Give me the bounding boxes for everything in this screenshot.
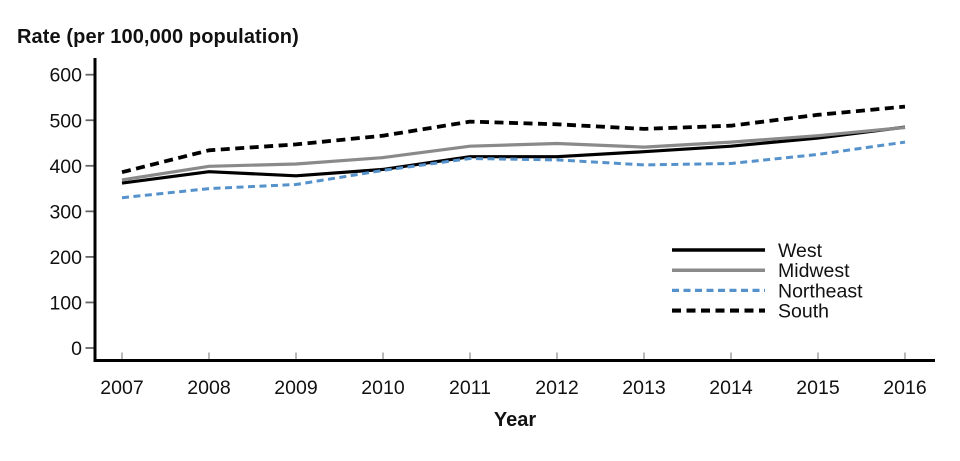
y-tick-label: 100 <box>49 292 82 314</box>
legend-label-south: South <box>778 301 829 323</box>
x-tick-label: 2009 <box>274 377 317 399</box>
y-tick-label: 0 <box>71 338 82 360</box>
series-line-midwest <box>121 125 906 182</box>
x-tick-label: 2007 <box>100 377 143 399</box>
x-tick-label: 2015 <box>796 377 840 399</box>
chart-title: Rate (per 100,000 population) <box>17 26 299 48</box>
x-tick-label: 2011 <box>449 377 491 399</box>
x-tick-label: 2010 <box>361 377 405 399</box>
x-tick-label: 2016 <box>883 377 926 399</box>
x-axis-label: Year <box>493 409 537 431</box>
x-tick-label: 2013 <box>622 377 665 399</box>
y-tick-label: 600 <box>49 65 82 87</box>
x-tick-label: 2012 <box>535 377 578 399</box>
series-line-south <box>121 104 906 175</box>
y-tick-label: 200 <box>49 247 82 269</box>
legend-label-midwest: Midwest <box>778 260 850 282</box>
legend-label-west: West <box>778 240 823 262</box>
x-tick-label: 2014 <box>709 377 753 399</box>
legend-label-northeast: Northeast <box>778 280 863 302</box>
series-line-west <box>121 125 906 185</box>
y-tick-label: 500 <box>49 110 82 132</box>
y-tick-label: 400 <box>49 156 82 178</box>
series-line-northeast <box>121 140 906 200</box>
y-tick-label: 300 <box>49 201 82 223</box>
x-tick-label: 2008 <box>187 377 230 399</box>
